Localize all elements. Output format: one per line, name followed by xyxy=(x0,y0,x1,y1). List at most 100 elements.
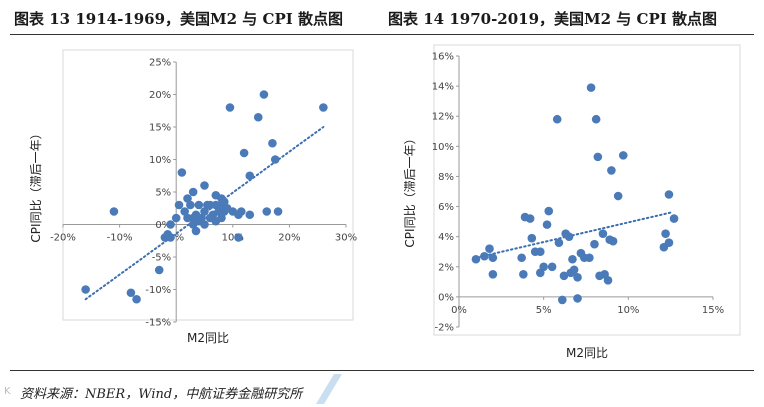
chart1-data-point xyxy=(174,200,184,210)
chart1-x-tick-label: 10% xyxy=(222,233,244,244)
right-chart-caption: 图表 14 1970-2019，美国M2 与 CPI 散点图 xyxy=(388,10,717,28)
chart2-trendline xyxy=(474,211,672,259)
chart1-data-point xyxy=(262,207,272,216)
chart2-data-point xyxy=(664,190,674,199)
chart1-data-point xyxy=(177,168,187,177)
chart2-x-tick-label: 10% xyxy=(617,305,639,316)
chart2-data-point xyxy=(573,294,582,303)
chart1-data-point xyxy=(259,90,269,99)
chart1-y-axis-label: CPI同比（滞后一年） xyxy=(29,127,43,242)
chart1-y-tick-label: -15% xyxy=(145,318,171,329)
chart2-data-point xyxy=(547,262,557,272)
chart1-data-point xyxy=(245,171,255,181)
chart2-data-point xyxy=(564,232,574,241)
chart2-x-axis-label: M2同比 xyxy=(566,346,608,360)
chart1-y-tick-label: 10% xyxy=(149,155,171,166)
chart1-data-point xyxy=(197,213,206,223)
chart2-x-tick-label: 0% xyxy=(451,305,467,316)
chart2-frame xyxy=(433,44,741,336)
chart2-data-point xyxy=(603,276,613,285)
chart2-data-point xyxy=(488,270,498,279)
chart1-data-point xyxy=(166,233,175,242)
chart2-data-point xyxy=(598,229,608,238)
chart1-data-point xyxy=(200,181,209,190)
chart2-data-point xyxy=(613,191,623,201)
chart2-data-point xyxy=(539,262,548,272)
chart1-data-point xyxy=(253,112,263,122)
chart2-y-tick-label: 8% xyxy=(438,172,454,183)
chart2-data-point xyxy=(544,206,554,216)
chart1-y-tick-label: 20% xyxy=(149,90,171,101)
chart1-data-point xyxy=(188,187,198,197)
chart1-data-point xyxy=(191,226,201,236)
chart2-data-point xyxy=(517,253,526,263)
chart2-y-tick-label: 6% xyxy=(438,202,454,213)
chart2-data-point xyxy=(552,114,562,124)
chart1-x-tick-label: -10% xyxy=(107,233,133,244)
chart2-data-point xyxy=(585,253,594,263)
chart1-data-point xyxy=(186,200,195,210)
chart2-y-axis-label: CPI同比（滞后一年） xyxy=(403,132,417,247)
chart1-data-point xyxy=(200,207,209,216)
chart1-x-tick-label: 0% xyxy=(168,233,184,244)
chart2-y-tick-label: 10% xyxy=(432,142,454,153)
chart2-data-point xyxy=(590,239,599,249)
chart1-data-point xyxy=(194,200,204,210)
chart2-data-point xyxy=(471,254,481,264)
chart1-y-tick-label: -5% xyxy=(152,253,171,264)
bottom-divider xyxy=(10,370,754,371)
chart1-data-point xyxy=(225,103,235,112)
chart2-data-point xyxy=(569,265,579,275)
chart1-data-point xyxy=(180,207,189,216)
chart1-data-point xyxy=(236,207,246,216)
chart1-data-point xyxy=(245,210,255,220)
chart1-data-point xyxy=(270,155,280,164)
chart1-data-point xyxy=(217,213,226,223)
chart1-trendline xyxy=(84,126,325,301)
chart2-data-point xyxy=(608,236,618,246)
chart1-x-tick-label: 30% xyxy=(335,233,357,244)
chart1-data-point xyxy=(166,220,175,229)
chart2-data-point xyxy=(573,273,582,282)
chart1-data-point xyxy=(81,285,90,294)
chart1-data-point xyxy=(220,197,229,207)
chart2-data-point xyxy=(664,238,674,247)
chart1-data-point xyxy=(268,138,277,148)
chart2-data-point xyxy=(586,83,596,92)
left-chart-caption: 图表 13 1914-1969，美国M2 与 CPI 散点图 xyxy=(14,10,343,28)
chart1-data-point xyxy=(126,288,136,298)
chart1-data-point xyxy=(319,103,328,112)
chart2-data-point xyxy=(542,220,552,229)
chart2-x-tick-label: 5% xyxy=(536,305,552,316)
chart2-data-point xyxy=(485,244,494,254)
chart1-data-point xyxy=(154,265,164,275)
chart2-data-point xyxy=(519,270,528,279)
chart2-data-point xyxy=(527,233,537,243)
chart1-y-tick-label: 5% xyxy=(155,188,171,199)
chart2-y-tick-label: 14% xyxy=(432,82,454,93)
chart1-y-tick-label: 25% xyxy=(149,58,171,69)
chart2-data-point xyxy=(661,229,670,238)
chart1-x-tick-label: -20% xyxy=(50,233,76,244)
chart2-y-tick-label: 12% xyxy=(432,112,454,123)
chart2-data-point xyxy=(607,166,616,175)
chart2-data-point xyxy=(480,251,489,261)
chart2-data-point xyxy=(568,254,577,264)
chart1-data-point xyxy=(132,294,141,304)
chart2-data-point xyxy=(559,271,569,281)
chart1-data-point xyxy=(200,220,209,229)
chart2-data-point xyxy=(591,114,601,124)
chart2-y-tick-label: 4% xyxy=(438,232,454,243)
chart2-data-point xyxy=(488,253,498,263)
corner-watermark-text: K xyxy=(4,386,11,397)
chart1-y-tick-label: 0% xyxy=(155,220,171,231)
chart1-x-axis-label: M2同比 xyxy=(187,331,229,345)
chart2-data-point xyxy=(669,214,679,223)
chart1-data-point xyxy=(273,207,283,216)
chart1-data-point xyxy=(234,233,243,242)
chart1-x-tick-label: 20% xyxy=(278,233,300,244)
chart1-data-point xyxy=(171,213,181,223)
chart2-y-tick-label: 0% xyxy=(438,292,454,303)
